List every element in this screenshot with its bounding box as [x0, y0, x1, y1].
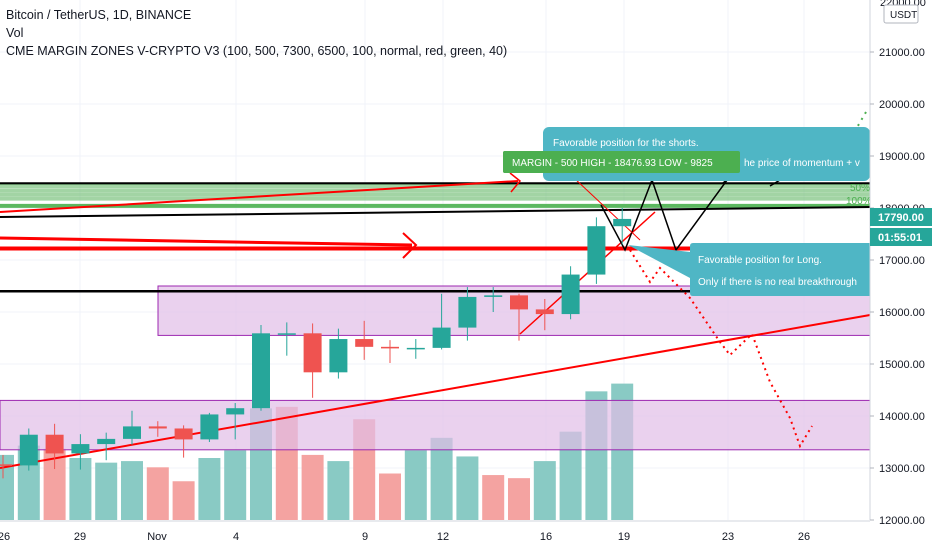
- candle-body: [123, 426, 141, 439]
- date-tick-label: 23: [722, 531, 734, 543]
- price-tick-label: 19000.00: [879, 151, 925, 163]
- volume-bar: [69, 458, 92, 520]
- currency-badge[interactable]: USDT: [883, 4, 919, 24]
- price-tick-label: 17000.00: [879, 255, 925, 267]
- volume-bar: [43, 448, 66, 520]
- volume-bar: [172, 481, 195, 520]
- projection-red-dotted: [629, 249, 813, 449]
- price-tick-label: 15000.00: [879, 359, 925, 371]
- volume-bar: [146, 467, 169, 520]
- candle-body: [19, 434, 38, 466]
- date-tick-label: Nov: [147, 531, 167, 543]
- margin-label-overlay: [503, 151, 740, 173]
- candle-body: [355, 339, 374, 347]
- date-tick-label: 4: [233, 531, 239, 543]
- candle-body: [71, 444, 90, 454]
- symbol-title: Bitcoin / TetherUS, 1D, BINANCE: [6, 8, 192, 22]
- margin-label-text: MARGIN - 500 HIGH - 18476.93 LOW - 9825: [512, 158, 713, 169]
- date-tick-label: 26: [798, 531, 810, 543]
- date-tick-label: 26: [0, 531, 10, 543]
- long-note-line1: Favorable position for Long.: [698, 255, 822, 266]
- shorts-note-text: Favorable position for the shorts.: [553, 138, 699, 149]
- date-tick-label: 29: [74, 531, 86, 543]
- trend-line-long: [0, 314, 871, 469]
- candle-body: [174, 428, 193, 440]
- black-trend-line: [0, 206, 871, 218]
- volume-bar: [482, 475, 505, 520]
- margin-zones: [0, 285, 871, 451]
- price-tick-label: 20000.00: [879, 99, 925, 111]
- price-tick-label: 16000.00: [879, 307, 925, 319]
- currency-label: USDT: [890, 10, 917, 21]
- volume-label: Vol: [6, 26, 24, 40]
- countdown-text: 01:55:01: [878, 232, 922, 244]
- volume-bar: [301, 454, 324, 520]
- volume-bar: [121, 461, 143, 520]
- date-tick-label: 9: [362, 531, 368, 543]
- candle-body: [406, 347, 425, 350]
- candle-body: [97, 438, 116, 445]
- long-note-line2: Only if there is no real breakthrough: [698, 277, 857, 288]
- volume-bar: [456, 456, 479, 520]
- date-tick-label: 12: [437, 531, 449, 543]
- date-tick-label: 19: [618, 531, 630, 543]
- price-tick-label: 14000.00: [879, 411, 925, 423]
- arrow-red-lower-head: [402, 232, 418, 259]
- long-note-box[interactable]: [628, 243, 870, 296]
- candle-body: [329, 339, 348, 373]
- pct-50-text: 50%: [850, 183, 870, 194]
- volume-bar: [198, 458, 221, 520]
- arrow-red-upper-line: [0, 180, 519, 213]
- date-tick-label: 16: [540, 531, 552, 543]
- volume-bar: [559, 431, 582, 520]
- volume-bar: [379, 473, 401, 520]
- candle-body: [0, 464, 12, 466]
- date-axis[interactable]: 26 29 Nov 4 9 12 16 19 23 26: [0, 531, 810, 543]
- volume-bar: [508, 478, 530, 520]
- momentum-fragment-text: he price of momentum + v: [744, 158, 860, 169]
- indicator-title: CME MARGIN ZONES V-CRYPTO V3 (100, 500, …: [6, 44, 508, 58]
- arrow-red-lower-line: [0, 236, 413, 247]
- price-axis-bg: [870, 0, 932, 520]
- candle-body: [381, 346, 399, 349]
- candle-body: [458, 296, 477, 328]
- price-tick-label: 13000.00: [879, 463, 925, 475]
- volume-bar: [327, 461, 350, 520]
- red-to-margin-line: [572, 176, 641, 241]
- price-tick-label: 12000.00: [879, 515, 925, 527]
- candle-body: [535, 309, 554, 315]
- volume-bar: [224, 450, 247, 520]
- candle-body: [303, 333, 322, 373]
- margin-zone: [0, 399, 871, 451]
- volume-bar: [430, 437, 453, 520]
- candle-body: [510, 295, 528, 310]
- arrow-red-upper-head: [509, 172, 522, 193]
- candle-body: [45, 434, 64, 454]
- candle-body: [200, 414, 219, 440]
- last-price-text: 17790.00: [878, 212, 924, 224]
- candle-body: [484, 295, 503, 297]
- volume-bar: [533, 461, 556, 520]
- candle-body: [148, 426, 167, 429]
- candle-body: [613, 218, 632, 227]
- candle-body: [226, 408, 245, 415]
- volume-bar: [95, 462, 118, 520]
- candles: [0, 208, 632, 479]
- last-price-badge: 17790.00 01:55:01: [870, 208, 932, 246]
- price-tick-label: 21000.00: [879, 47, 925, 59]
- candle-body: [277, 333, 296, 335]
- candle-body: [252, 333, 270, 409]
- pct-100-text: 100%: [846, 196, 872, 207]
- candle-body: [587, 226, 606, 275]
- candle-body: [561, 274, 580, 315]
- volume-bar: [404, 450, 427, 520]
- candle-body: [432, 327, 451, 348]
